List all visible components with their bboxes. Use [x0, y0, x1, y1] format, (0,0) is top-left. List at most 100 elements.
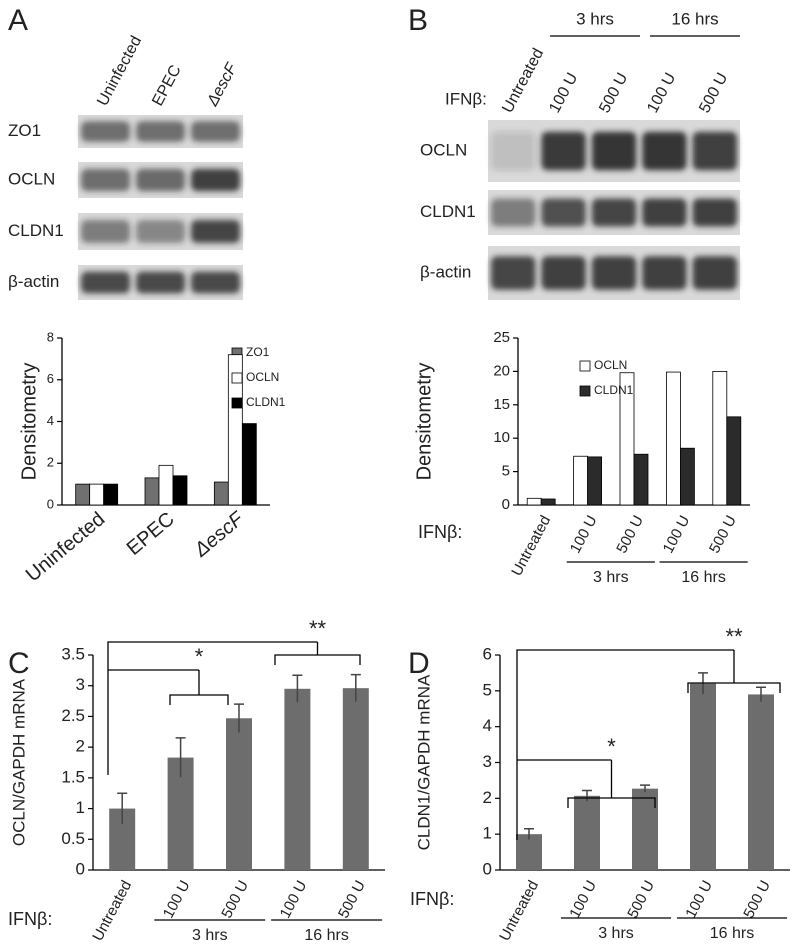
bar [89, 483, 105, 506]
legend-label: ZO1 [246, 345, 270, 359]
legend-swatch [231, 372, 243, 384]
x-tick-label: 500 U [613, 513, 647, 556]
bar [619, 372, 635, 506]
blot-band [191, 271, 240, 294]
bar [241, 423, 257, 506]
y-tick-label: 1 [76, 798, 85, 817]
blot-band [136, 271, 185, 294]
legend-swatch [231, 397, 243, 409]
blot-row-label: CLDN1 [420, 202, 476, 221]
x-tick-label: Untreated [508, 513, 554, 579]
blot-row-label: ZO1 [8, 121, 41, 140]
legend-label: CLDN1 [594, 383, 634, 397]
panel-letter: D [408, 647, 430, 680]
error-bar [292, 674, 303, 703]
lane-label: Untreated [499, 46, 547, 116]
panel-letter: B [408, 4, 428, 37]
bar [75, 483, 91, 506]
blot-row-label: OCLN [8, 169, 55, 188]
lane-label: EPEC [149, 62, 184, 108]
significance: ** [725, 624, 743, 649]
legend-swatch [579, 385, 591, 397]
bracket [274, 642, 361, 665]
x-axis-label: IFNβ: [418, 522, 462, 542]
error-bar [175, 737, 186, 778]
error-bar [698, 672, 708, 695]
x-tick-label: Uninfected [22, 508, 109, 586]
blot-band [191, 168, 240, 192]
lane-label: Uninfected [94, 33, 145, 109]
x-tick-label: 500 U [624, 878, 658, 921]
y-tick-label: 1 [483, 824, 492, 843]
x-tick-label: 100 U [682, 878, 716, 921]
bar [712, 370, 728, 506]
y-tick-label: 2 [76, 737, 85, 756]
blot-band [136, 121, 185, 142]
error-bar [756, 686, 766, 702]
blot-band [81, 220, 130, 243]
blot-band [642, 198, 687, 227]
bar [516, 834, 542, 870]
bar [574, 795, 600, 870]
x-tick-label: 100 U [567, 513, 601, 556]
bracket [567, 760, 656, 808]
y-axis-label: Densitometry [18, 363, 40, 481]
bar [540, 498, 556, 506]
treatment-label: IFNβ: [445, 89, 487, 108]
x-tick-label: 100 U [566, 878, 600, 921]
blot-band [491, 198, 536, 227]
x-axis-label: IFNβ: [410, 889, 454, 909]
blot-band [692, 131, 737, 171]
blot-band [491, 256, 536, 290]
x-tick-label: 100 U [277, 878, 311, 921]
lane-label: ΔescF [204, 60, 241, 110]
blot-band [136, 220, 185, 243]
error-bar [524, 828, 534, 840]
legend-swatch [579, 360, 591, 372]
bar [103, 483, 119, 506]
bar [587, 456, 602, 506]
blot-row-label: β-actin [420, 262, 471, 281]
bracket [107, 641, 318, 775]
y-tick-label: 20 [493, 362, 510, 379]
group-label: 3 hrs [192, 927, 228, 944]
group-label: 16 hrs [710, 925, 754, 942]
blot-band [541, 198, 586, 227]
y-tick-label: 3 [483, 752, 492, 771]
y-tick-label: 0 [76, 859, 85, 878]
bar [680, 447, 695, 506]
y-tick-label: 5 [502, 463, 510, 480]
bracket [169, 670, 229, 705]
x-tick-label: Untreated [496, 878, 542, 944]
lane-label: 100 U [644, 70, 679, 116]
blot-band [591, 131, 637, 171]
group-label: 3 hrs [576, 9, 614, 28]
y-tick-label: 4 [47, 413, 54, 428]
y-tick-label: 1.5 [61, 767, 85, 786]
error-bar [582, 789, 592, 802]
y-tick-label: 6 [483, 644, 492, 663]
y-axis-label: Densitometry [413, 363, 435, 481]
panel-letter: C [8, 647, 30, 680]
blot-band [491, 131, 536, 171]
y-axis-label: OCLN/GAPDH mRNA [9, 678, 28, 846]
x-tick-label: 100 U [160, 878, 194, 921]
error-bar [350, 673, 361, 702]
group-label: 3 hrs [593, 569, 629, 586]
x-axis-label: IFNβ: [8, 909, 52, 929]
blot-band [541, 131, 586, 171]
x-tick-label: Untreated [89, 878, 135, 944]
bracket [516, 649, 734, 840]
x-tick-label: 100 U [660, 513, 694, 556]
bar [158, 464, 174, 506]
y-tick-label: 3 [76, 675, 85, 694]
panel-letter: A [8, 4, 28, 37]
group-label: 16 hrs [304, 927, 348, 944]
blot-row-label: CLDN1 [8, 221, 64, 240]
bracket [687, 650, 781, 693]
legend-label: OCLN [246, 370, 279, 384]
x-tick-label: ΔescF [190, 507, 250, 562]
y-tick-label: 6 [47, 371, 54, 386]
significance: * [195, 644, 204, 669]
